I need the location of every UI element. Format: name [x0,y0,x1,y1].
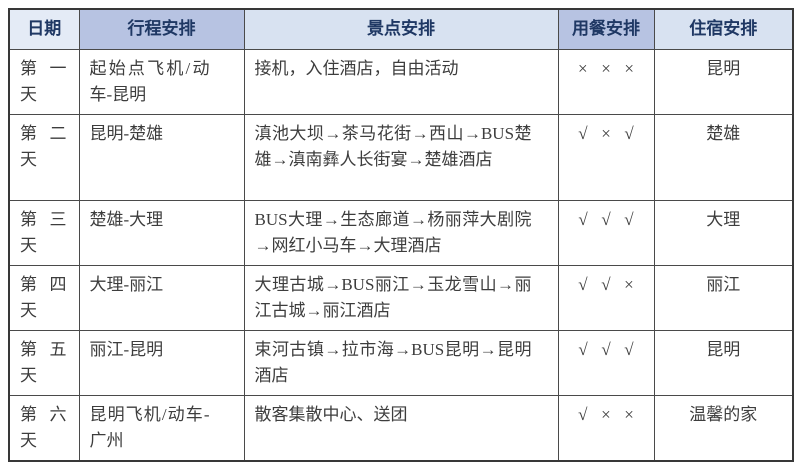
attractions-cell: 大理古城→BUS丽江→玉龙雪山→丽江古城→丽江酒店 [243,264,559,331]
attractions-cell: 接机，入住酒店，自由活动 [243,48,559,115]
meals-cell: √ √ √ [557,329,655,396]
meals-cell: √ × × [557,394,655,461]
day-cell: 第二天 [8,113,80,201]
itinerary-cell: 楚雄-大理 [78,199,245,266]
day-cell: 第三天 [8,199,80,266]
meals-cell: × × × [557,48,655,115]
column-header-itinerary: 行程安排 [78,8,245,50]
table-row-day5: 第五天 丽江-昆明 束河古镇→拉市海→BUS昆明→昆明酒店 √ √ √ 昆明 [8,329,794,396]
meals-cell: √ √ √ [557,199,655,266]
accommodation-cell: 昆明 [653,48,794,115]
itinerary-cell: 丽江-昆明 [78,329,245,396]
table-row-day6: 第六天 昆明飞机/动车-广州 散客集散中心、送团 √ × × 温馨的家 [8,394,794,461]
table-row-day1: 第一天 起始点飞机/动车-昆明 接机，入住酒店，自由活动 × × × 昆明 [8,48,794,115]
header-row: 日期 行程安排 景点安排 用餐安排 住宿安排 [8,8,794,50]
column-header-meals: 用餐安排 [557,8,655,50]
day-cell: 第六天 [8,394,80,461]
attractions-cell: BUS大理→生态廊道→杨丽萍大剧院→网红小马车→大理酒店 [243,199,559,266]
table-row-day3: 第三天 楚雄-大理 BUS大理→生态廊道→杨丽萍大剧院→网红小马车→大理酒店 √… [8,199,794,266]
day-cell: 第四天 [8,264,80,331]
itinerary-table: 日期 行程安排 景点安排 用餐安排 住宿安排 第一天 起始点飞机/动车-昆明 接… [8,8,794,462]
attractions-cell: 散客集散中心、送团 [243,394,559,461]
table-row-day4: 第四天 大理-丽江 大理古城→BUS丽江→玉龙雪山→丽江古城→丽江酒店 √ √ … [8,264,794,331]
column-header-attractions: 景点安排 [243,8,559,50]
day-cell: 第一天 [8,48,80,115]
column-header-date: 日期 [8,8,80,50]
itinerary-cell: 大理-丽江 [78,264,245,331]
table-row-day2: 第二天 昆明-楚雄 滇池大坝→茶马花街→西山→BUS楚雄→滇南彝人长街宴→楚雄酒… [8,113,794,201]
itinerary-cell: 起始点飞机/动车-昆明 [78,48,245,115]
itinerary-cell: 昆明飞机/动车-广州 [78,394,245,461]
accommodation-cell: 温馨的家 [653,394,794,461]
attractions-cell: 滇池大坝→茶马花街→西山→BUS楚雄→滇南彝人长街宴→楚雄酒店 [243,113,559,201]
column-header-accommodation: 住宿安排 [653,8,794,50]
attractions-cell: 束河古镇→拉市海→BUS昆明→昆明酒店 [243,329,559,396]
accommodation-cell: 大理 [653,199,794,266]
accommodation-cell: 丽江 [653,264,794,331]
meals-cell: √ √ × [557,264,655,331]
accommodation-cell: 楚雄 [653,113,794,201]
accommodation-cell: 昆明 [653,329,794,396]
day-cell: 第五天 [8,329,80,396]
meals-cell: √ × √ [557,113,655,201]
itinerary-cell: 昆明-楚雄 [78,113,245,201]
